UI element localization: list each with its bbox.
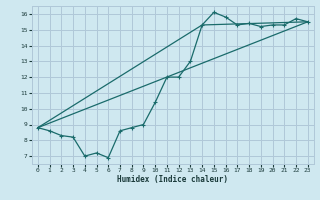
X-axis label: Humidex (Indice chaleur): Humidex (Indice chaleur) bbox=[117, 175, 228, 184]
